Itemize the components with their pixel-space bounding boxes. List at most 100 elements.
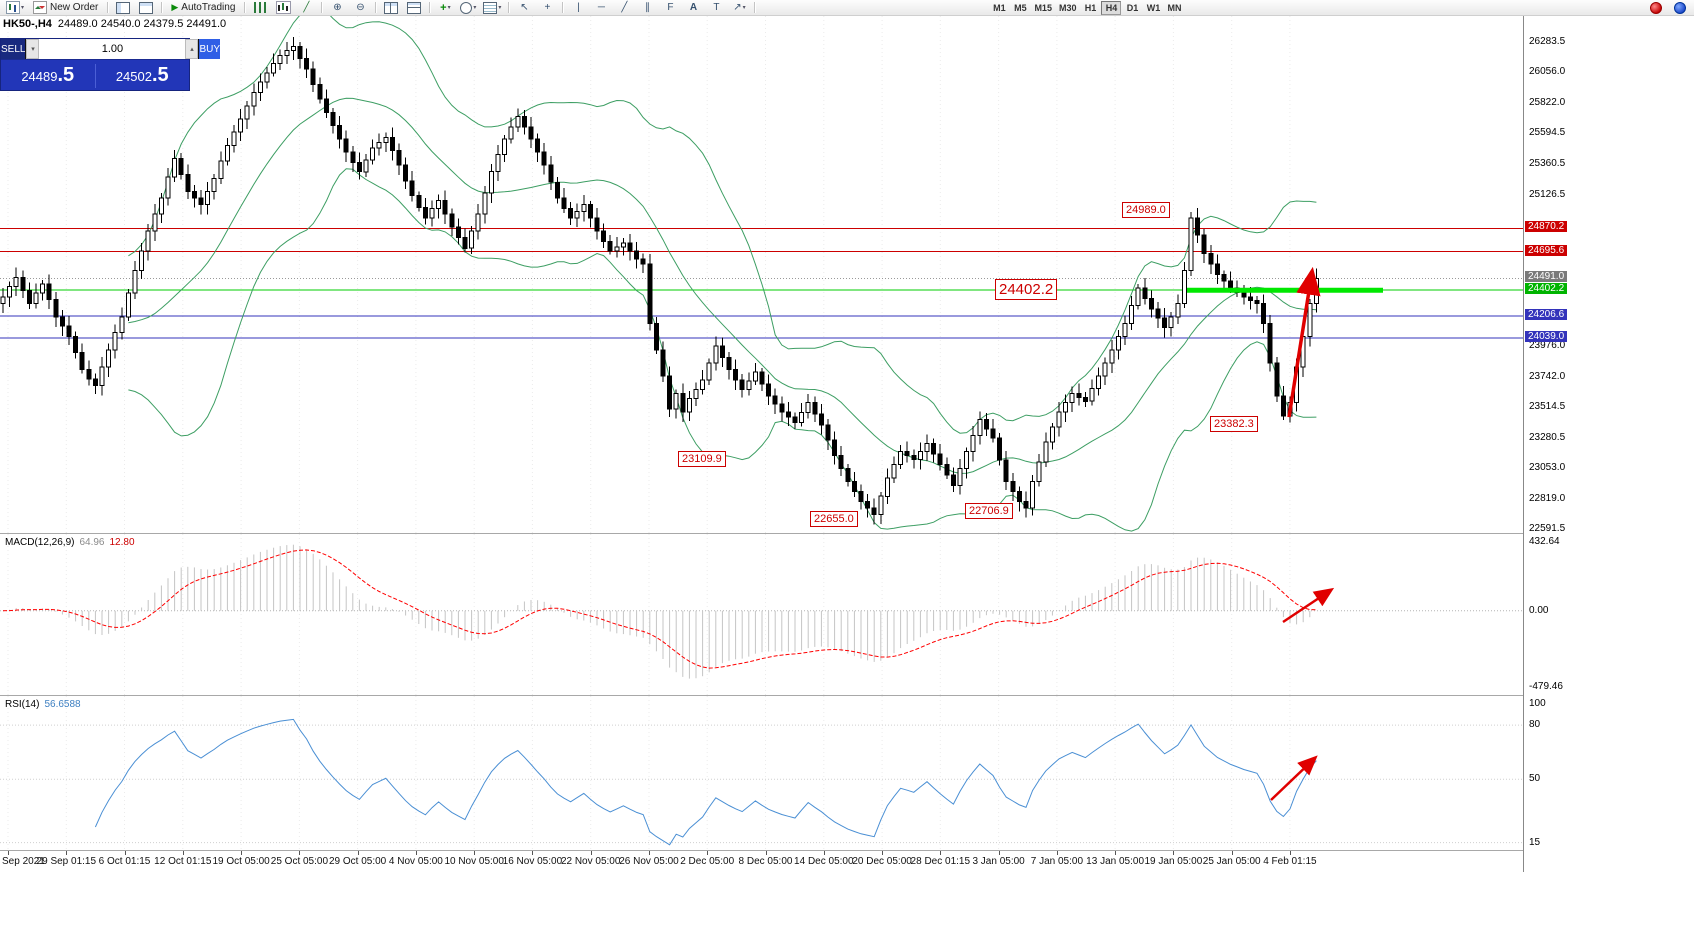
price-level-badge: 24206.6: [1525, 309, 1568, 320]
play-icon: ▶: [171, 2, 179, 12]
navigator-icon[interactable]: [135, 0, 157, 16]
rsi-indicator-canvas[interactable]: [0, 696, 1523, 850]
templates-icon[interactable]: ▾: [480, 0, 504, 16]
sell-button[interactable]: SELL: [1, 39, 26, 59]
price-axis-label: 25822.0: [1529, 96, 1566, 108]
rsi-label: RSI(14) 56.6588: [5, 699, 81, 710]
toolbar-separator: [375, 2, 377, 13]
timeframe-button-w1[interactable]: W1: [1143, 1, 1163, 15]
toolbar: ▾ New Order ▶ AutoTrading ╱ ⊕ ⊖ + ▾ ▾ ▾ ↖ …: [0, 0, 1694, 16]
fibonacci-icon[interactable]: F: [667, 2, 674, 13]
horizontal-line-icon[interactable]: ─: [597, 2, 605, 13]
time-axis-tick: [823, 851, 825, 855]
sell-price: 24489.5: [21, 64, 75, 86]
chart-object-overlay: 24989.0 24402.2 23109.9 22655.0 22706.9 23382…: [0, 16, 1523, 533]
community-icon[interactable]: [1669, 0, 1691, 16]
timeframe-button-h1[interactable]: H1: [1080, 1, 1100, 15]
price-level-badge: 24402.2: [1525, 283, 1568, 295]
time-axis-label: 25 Jan 05:00: [1202, 856, 1261, 867]
price-axis-label: 25360.5: [1529, 157, 1566, 169]
new-chart-icon[interactable]: ▾: [3, 0, 27, 16]
time-axis[interactable]: Sep 2021 29 Sep 01:15 6 Oct 01:15 12 Oct 01…: [0, 851, 1523, 872]
price-annotation[interactable]: 23109.9: [678, 451, 726, 468]
time-axis-label: 12 Oct 01:15: [154, 856, 212, 867]
text-icon[interactable]: A: [689, 2, 698, 13]
vertical-line-icon[interactable]: |: [577, 2, 580, 13]
market-watch-icon[interactable]: [112, 0, 134, 16]
time-axis-label: 6 Oct 01:15: [98, 856, 151, 867]
timeframe-button-m30[interactable]: M30: [1056, 1, 1080, 15]
cursor-icon[interactable]: ↖: [520, 2, 529, 13]
arrange-windows-icon[interactable]: [403, 0, 425, 16]
time-axis-label: 13 Jan 05:00: [1086, 856, 1145, 867]
price-divider: [94, 63, 96, 88]
volume-input[interactable]: [39, 39, 186, 59]
record-icon[interactable]: [1645, 0, 1667, 16]
volume-increase-button[interactable]: ▴: [185, 39, 199, 59]
toolbar-separator: [754, 2, 756, 13]
time-axis-tick: [707, 851, 709, 855]
time-axis-label: 16 Nov 05:00: [502, 856, 563, 867]
bar-chart-icon[interactable]: [249, 0, 271, 16]
panel-separator[interactable]: [0, 695, 1694, 696]
autotrading-button[interactable]: ▶ AutoTrading: [166, 1, 240, 15]
new-order-button[interactable]: New Order: [28, 1, 103, 15]
time-axis-tick: [1289, 851, 1291, 855]
candlestick-chart-icon[interactable]: [272, 0, 294, 16]
price-axis-label: 22591.5: [1529, 523, 1566, 534]
time-axis-tick: [882, 851, 884, 855]
time-axis-label: 19 Oct 05:00: [212, 856, 270, 867]
time-axis-tick: [124, 851, 126, 855]
label-icon[interactable]: T: [713, 2, 720, 13]
price-level-badge: 24870.2: [1525, 221, 1568, 233]
toolbar-separator: [107, 2, 109, 13]
trendline-icon[interactable]: ╱: [621, 2, 628, 13]
crosshair-icon[interactable]: +: [544, 2, 551, 13]
time-axis-label: 28 Dec 01:15: [910, 856, 971, 867]
time-axis-tick: [299, 851, 301, 855]
price-axis-label: 23053.0: [1529, 462, 1566, 474]
tile-windows-icon[interactable]: [380, 0, 402, 16]
price-annotation[interactable]: 22706.9: [965, 503, 1013, 520]
periods-icon[interactable]: ▾: [457, 0, 479, 16]
price-axis-label: 23742.0: [1529, 371, 1566, 383]
new-order-label: New Order: [50, 2, 99, 13]
time-axis-tick: [1231, 851, 1233, 855]
price-axis[interactable]: 26283.5 26056.0 25822.0 25594.5 25360.5 25126…: [1524, 16, 1694, 872]
time-axis-label: 4 Nov 05:00: [388, 856, 443, 867]
one-click-trading-panel: SELL ▾ ▴ BUY 24489.5 24502.5: [0, 38, 221, 91]
price-axis-label: 25126.5: [1529, 188, 1566, 200]
price-annotation[interactable]: 23382.3: [1210, 415, 1258, 432]
time-axis-tick: [940, 851, 942, 855]
zoom-in-icon[interactable]: ⊕: [333, 2, 342, 13]
timeframe-button-h4[interactable]: H4: [1101, 0, 1122, 15]
time-axis-tick: [765, 851, 767, 855]
ohlc-values: 24489.0 24540.0 24379.5 24491.0: [57, 18, 227, 30]
time-axis-label: 14 Dec 05:00: [794, 856, 854, 867]
volume-decrease-button[interactable]: ▾: [26, 39, 40, 59]
time-axis-tick: [998, 851, 1000, 855]
buy-button[interactable]: BUY: [199, 39, 221, 59]
price-annotation[interactable]: 24989.0: [1122, 202, 1170, 218]
time-axis-tick: [1056, 851, 1058, 855]
toolbar-right: [1645, 0, 1691, 16]
timeframe-button-mn[interactable]: MN: [1164, 1, 1184, 15]
rsi-axis-label: 50: [1529, 773, 1541, 785]
panel-separator[interactable]: [0, 533, 1694, 534]
timeframe-button-m15[interactable]: M15: [1031, 1, 1055, 15]
toolbar-separator: [429, 2, 431, 13]
zoom-out-icon[interactable]: ⊖: [356, 2, 365, 13]
main-chart-canvas[interactable]: [0, 16, 1523, 533]
timeframe-button-d1[interactable]: D1: [1122, 1, 1142, 15]
timeframe-button-m1[interactable]: M1: [989, 1, 1009, 15]
time-axis-tick: [415, 851, 417, 855]
channel-icon[interactable]: ∥: [644, 2, 650, 13]
timeframe-button-m5[interactable]: M5: [1010, 1, 1030, 15]
line-chart-icon[interactable]: ╱: [303, 2, 310, 13]
indicators-icon[interactable]: + ▾: [440, 1, 451, 14]
price-annotation[interactable]: 22655.0: [810, 511, 858, 528]
arrow-tools-icon[interactable]: ↗ ▾: [733, 2, 746, 13]
macd-indicator-canvas[interactable]: [0, 534, 1523, 695]
price-axis-label: 23514.5: [1529, 401, 1566, 413]
price-annotation[interactable]: 24402.2: [995, 279, 1058, 301]
